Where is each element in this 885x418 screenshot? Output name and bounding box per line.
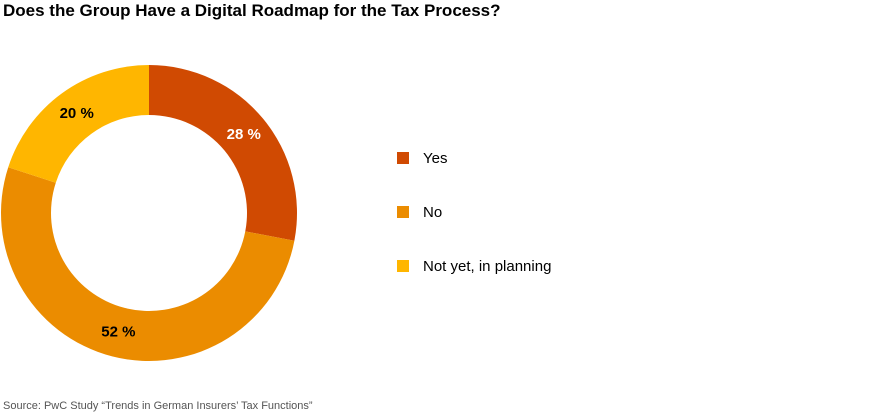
- legend-swatch-2: [397, 260, 409, 272]
- donut-slice-0: [149, 65, 297, 241]
- legend-item-0: Yes: [397, 148, 551, 168]
- legend-item-2: Not yet, in planning: [397, 256, 551, 276]
- donut-slices: [1, 65, 297, 361]
- chart-title: Does the Group Have a Digital Roadmap fo…: [3, 1, 501, 20]
- legend-label-1: No: [423, 203, 443, 221]
- slice-label-1: 52 %: [101, 324, 135, 341]
- donut-slice-1: [1, 167, 295, 361]
- legend-swatch-1: [397, 206, 409, 218]
- donut-labels: 28 % 52 % 20 %: [60, 105, 261, 341]
- slice-label-2: 20 %: [60, 105, 94, 122]
- legend-label-2: Not yet, in planning: [423, 257, 552, 275]
- donut-slice-2: [8, 65, 149, 183]
- legend-label-0: Yes: [423, 149, 448, 167]
- chart-legend: Yes No Not yet, in planning: [397, 148, 551, 310]
- legend-item-1: No: [397, 202, 551, 222]
- legend-swatch-0: [397, 152, 409, 164]
- slice-label-0: 28 %: [227, 126, 261, 143]
- chart-source: Source: PwC Study “Trends in German Insu…: [3, 400, 313, 412]
